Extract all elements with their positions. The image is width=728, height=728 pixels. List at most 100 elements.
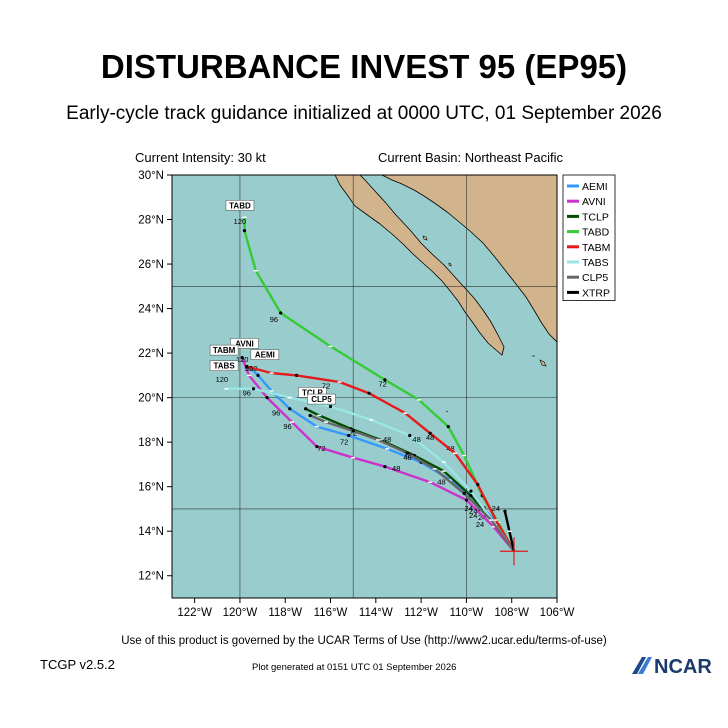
generation-time: Plot generated at 0151 UTC 01 September … [252, 662, 457, 673]
lon-tick-label: 114°W [359, 607, 393, 619]
current-intensity-label: Current Intensity: 30 kt [135, 150, 266, 165]
map-title: DISTURBANCE INVEST 95 (EP95) [100, 48, 628, 85]
forecast-hour-label: 24 [469, 506, 477, 515]
forecast-hour-label: 96 [243, 388, 251, 397]
track-name-label: CLP5 [311, 395, 332, 404]
forecast-point [245, 364, 249, 369]
forecast-hour-label: 72 [349, 428, 357, 437]
forecast-tracks: 24487296120AEMI24487296120AVNI244872TCLP… [209, 200, 516, 552]
forecast-hour-label: 120 [234, 217, 247, 226]
lat-tick-label: 18°N [138, 437, 164, 449]
island [422, 235, 428, 241]
track-name-label: TCLP [302, 388, 324, 397]
lat-tick-label: 16°N [138, 482, 164, 494]
island [448, 262, 452, 267]
forecast-point [242, 229, 247, 233]
axis-ticks: 122°W 120°W 118°W 116°W 114°W 112°W 110°W 108°W… [138, 170, 574, 619]
forecast-hour-label: 72 [378, 380, 386, 389]
forecast-point [469, 489, 473, 493]
track-name-box [307, 393, 336, 405]
track-name-label: TABD [229, 201, 251, 210]
lon-tick-label: 120°W [223, 607, 258, 619]
lat-tick-label: 14°N [138, 526, 164, 538]
track-name-label: AEMI [255, 351, 275, 360]
legend-label-clp5: CLP5 [582, 272, 608, 284]
forecast-hour-label: 72 [322, 382, 330, 391]
legend-label-avni: AVNI [582, 196, 606, 208]
legend: AEMI AVNI TCLP TABD TABM TABS CLP5 XTRP [562, 174, 616, 301]
forecast-hour-label: 96 [270, 315, 278, 324]
forecast-point [304, 407, 308, 411]
forecast-point [383, 378, 387, 382]
forecast-point [251, 387, 256, 391]
forecast-point [279, 311, 283, 315]
map-subtitle: Early-cycle track guidance initialized a… [66, 103, 662, 124]
forecast-hour-label: 120 [236, 355, 249, 364]
track-name-box [209, 360, 239, 371]
forecast-hour-label: 96 [272, 408, 280, 417]
lat-tick-label: 30°N [138, 170, 164, 182]
map-frame [171, 174, 558, 599]
forecast-point [288, 407, 292, 411]
forecast-point [405, 451, 410, 455]
island [539, 359, 547, 367]
forecast-point [503, 509, 507, 513]
forecast-point [351, 429, 355, 433]
track-name-box [209, 344, 239, 356]
forecast-point [446, 424, 450, 429]
lon-tick-label: 122°W [177, 607, 212, 619]
product-version: TCGP v2.5.2 [40, 657, 115, 672]
legend-label-tclp: TCLP [582, 211, 609, 223]
lat-tick-label: 22°N [138, 348, 164, 360]
forecast-point [428, 431, 432, 435]
track-name-label: AVNI [235, 339, 254, 348]
forecast-hour-label: 96 [283, 422, 291, 431]
legend-label-tabs: TABS [582, 257, 609, 269]
forecast-point [462, 491, 466, 495]
forecast-point [469, 493, 473, 498]
forecast-hour-label: 24 [492, 504, 500, 513]
forecast-hour-label: 48 [412, 435, 420, 444]
lon-tick-label: 116°W [314, 607, 348, 619]
forecast-point [294, 373, 299, 377]
lon-tick-label: 112°W [404, 607, 438, 619]
current-basin-label: Current Basin: Northeast Pacific [378, 150, 563, 165]
forecast-hour-label: 48 [383, 435, 391, 444]
lat-tick-label: 24°N [138, 304, 164, 316]
lat-tick-label: 28°N [138, 215, 164, 227]
forecast-point [256, 373, 260, 377]
track-tabs [226, 387, 515, 552]
forecast-point [408, 433, 412, 438]
forecast-point [315, 445, 319, 449]
forecast-point [240, 355, 244, 360]
forecast-point [308, 413, 312, 418]
lat-tick-label: 20°N [138, 393, 164, 405]
forecast-point [328, 404, 333, 409]
map-gridlines [172, 175, 557, 598]
forecast-hour-label: 48 [392, 464, 400, 473]
track-name-box [225, 200, 255, 211]
lon-tick-label: 108°W [494, 607, 529, 619]
forecast-point [347, 433, 351, 438]
forecast-hour-label: 24 [476, 520, 484, 529]
svg-text:NCAR: NCAR [654, 656, 712, 676]
lon-tick-label: 118°W [268, 607, 302, 619]
lat-tick-label: 26°N [138, 259, 164, 271]
track-name-label: TABS [213, 362, 235, 371]
terms-of-use-notice: Use of this product is governed by the U… [121, 635, 607, 647]
forecast-hour-label: 72 [340, 437, 348, 446]
forecast-hour-label: 48 [437, 477, 445, 486]
forecast-hour-label: 96 [245, 364, 253, 373]
track-name-label: TABM [213, 346, 236, 355]
forecast-point [476, 482, 480, 487]
legend-box [562, 174, 616, 301]
forecast-point [383, 465, 387, 469]
forecast-hour-label: 48 [403, 453, 411, 462]
legend-label-xtrp: XTRP [582, 287, 610, 299]
legend-label-tabd: TABD [582, 227, 610, 239]
forecast-hour-label: 120 [216, 375, 229, 384]
forecast-point [367, 391, 371, 395]
lon-tick-label: 106°W [540, 607, 575, 619]
legend-label-tabm: TABM [582, 242, 610, 254]
